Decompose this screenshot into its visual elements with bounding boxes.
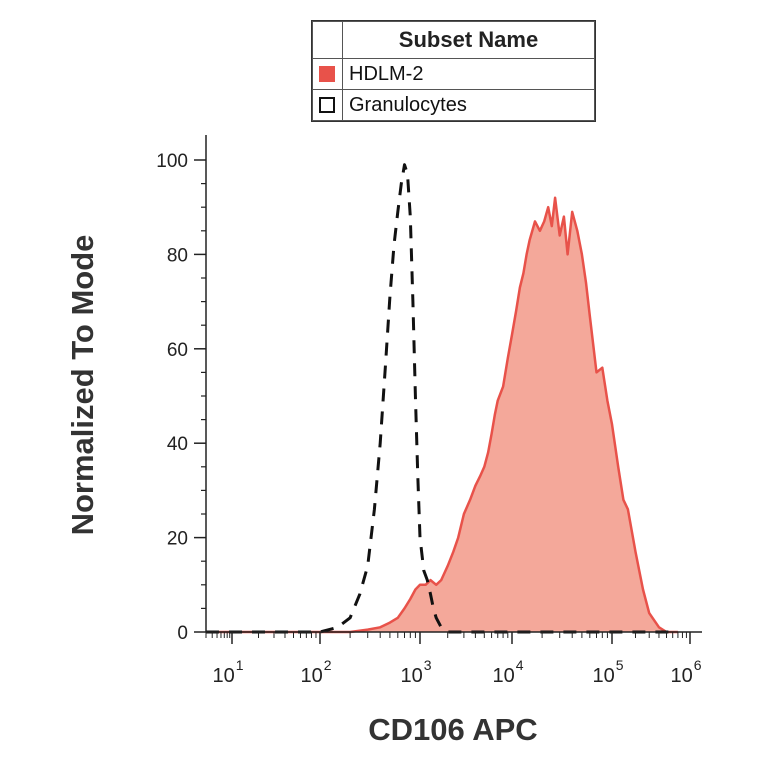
legend-header: Subset Name: [342, 20, 595, 60]
legend-swatch-cell-granulocytes: [312, 89, 343, 121]
y-tick-label: 100: [156, 151, 188, 172]
legend-swatch-granulocytes: [319, 97, 335, 114]
legend-table: Subset Name HDLM-2 Granulocytes: [312, 20, 595, 121]
legend-row-granulocytes: Granulocytes: [312, 89, 595, 121]
y-axis-label: Normalized To Mode: [65, 235, 100, 536]
x-tick-label: 105: [592, 657, 623, 687]
x-tick-label: 103: [400, 657, 431, 687]
legend: Subset Name HDLM-2 Granulocytes: [311, 20, 596, 122]
y-tick-label: 20: [167, 529, 188, 550]
x-tick-label: 101: [212, 657, 243, 687]
legend-header-spacer: [312, 20, 343, 60]
x-tick-label: 106: [670, 657, 701, 687]
legend-label-hdlm2: HDLM-2: [342, 58, 595, 91]
x-ticks: 101 102 103 104 105 106: [205, 632, 702, 687]
y-tick-label: 0: [177, 623, 188, 644]
legend-swatch-hdlm2: [319, 66, 335, 83]
y-tick-label: 40: [167, 434, 188, 455]
series-area-hdlm-2: [206, 197, 678, 633]
legend-label-granulocytes: Granulocytes: [342, 89, 595, 121]
series-layer: [206, 163, 678, 634]
legend-header-row: Subset Name: [312, 20, 595, 60]
x-tick-label: 102: [300, 657, 331, 687]
series-line-hdlm-2: [206, 196, 678, 634]
x-axis-label: CD106 APC: [368, 712, 537, 747]
y-tick-label: 80: [167, 245, 188, 266]
y-tick-label: 60: [167, 340, 188, 361]
x-tick-label: 104: [492, 657, 523, 687]
y-ticks: 0 20 40 60 80 100: [156, 151, 206, 644]
